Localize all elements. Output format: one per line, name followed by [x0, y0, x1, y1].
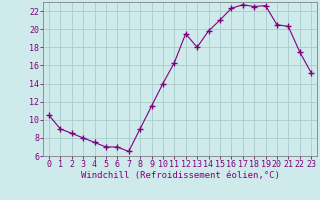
X-axis label: Windchill (Refroidissement éolien,°C): Windchill (Refroidissement éolien,°C) [81, 171, 279, 180]
